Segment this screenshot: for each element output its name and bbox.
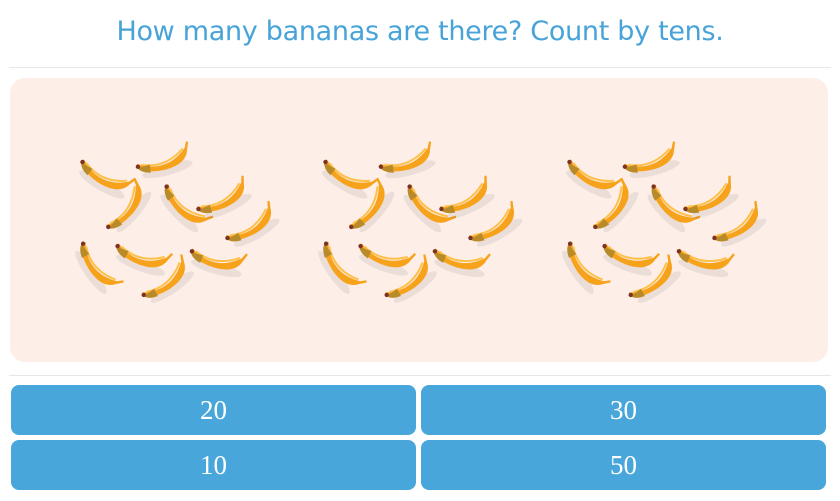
banana-icon	[141, 254, 194, 303]
banana-icon	[566, 159, 623, 199]
banana-icon	[378, 141, 436, 179]
divider	[9, 375, 831, 376]
banana-icon	[135, 141, 193, 179]
banana-groups	[75, 141, 767, 303]
banana-icon	[189, 248, 248, 278]
banana-icon	[592, 177, 639, 233]
banana-icon	[683, 175, 739, 219]
banana-icon	[676, 248, 735, 278]
banana-icon	[384, 254, 437, 303]
banana-icon	[358, 243, 417, 276]
banana-icon	[75, 241, 124, 294]
banana-icon	[105, 177, 152, 233]
banana-icon	[439, 175, 495, 219]
banana-icon	[712, 200, 767, 247]
banana-icon	[225, 200, 280, 247]
picture-panel	[10, 78, 828, 362]
banana-icon	[79, 159, 136, 199]
banana-icon	[602, 243, 661, 276]
answer-button-30[interactable]: 30	[421, 385, 826, 435]
banana-icon	[562, 241, 611, 294]
answer-button-50[interactable]: 50	[421, 440, 826, 490]
banana-icon	[115, 243, 174, 276]
divider	[9, 67, 831, 68]
banana-icon	[160, 184, 214, 233]
banana-icon	[318, 241, 367, 294]
answer-button-20[interactable]: 20	[11, 385, 416, 435]
banana-icon	[322, 159, 379, 199]
question-title: How many bananas are there? Count by ten…	[116, 16, 724, 47]
banana-icon	[628, 254, 681, 303]
banana-icon	[622, 141, 680, 179]
banana-icon	[196, 175, 252, 219]
banana-icon	[468, 200, 523, 247]
banana-icon	[403, 184, 457, 233]
banana-icon	[348, 177, 395, 233]
answer-button-10[interactable]: 10	[11, 440, 416, 490]
banana-icon	[647, 184, 701, 233]
banana-icon	[432, 248, 491, 278]
